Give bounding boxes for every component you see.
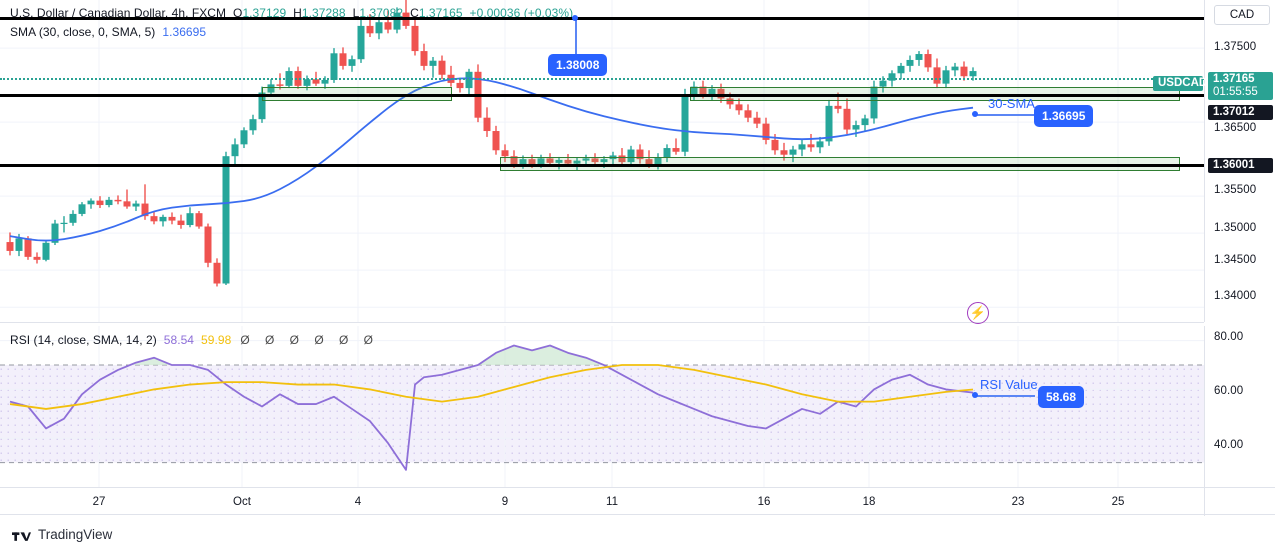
- price-chart-canvas[interactable]: [0, 0, 1204, 322]
- price-axis[interactable]: CAD 1.37500 1.37165 01:55:55 1.37012 1.3…: [1204, 0, 1275, 322]
- current-price-pill[interactable]: 1.37165 01:55:55: [1208, 72, 1273, 100]
- top-bubble-anchor-dot: [572, 15, 578, 21]
- rsi-sma-legend-value: 59.98: [201, 333, 232, 347]
- support-price-pill[interactable]: 1.36001: [1208, 158, 1273, 173]
- rsi-chart-canvas[interactable]: [0, 326, 1204, 487]
- rsi-tick: 40.00: [1214, 439, 1244, 451]
- sma-anchor-dot: [972, 111, 978, 117]
- ohlc-h-value: 1.37288: [301, 6, 346, 20]
- price-pane[interactable]: [0, 0, 1204, 322]
- countdown-timer: 01:55:55: [1213, 86, 1258, 98]
- time-axis[interactable]: 27 Oct 4 9 11 16 18 23 25: [0, 487, 1275, 516]
- sma-tag-label[interactable]: 30-SMA: [988, 96, 1035, 111]
- ohlc-c-label: C: [410, 6, 419, 20]
- rsi-legend-title: RSI (14, close, SMA, 14, 2): [10, 333, 157, 347]
- rsi-anchor-dot: [972, 392, 978, 398]
- price-tick: 1.34500: [1214, 254, 1257, 266]
- level-line-1-36001[interactable]: [0, 164, 1204, 167]
- time-tick: 16: [757, 496, 771, 508]
- rsi-indicator-legend[interactable]: RSI (14, close, SMA, 14, 2) 58.54 59.98 Ø Ø…: [10, 333, 379, 347]
- ohlc-o-value: 1.37129: [242, 6, 287, 20]
- level-line-1-37012[interactable]: [0, 94, 1204, 97]
- time-tick: 27: [92, 496, 106, 508]
- price-tick: 1.36500: [1214, 122, 1257, 134]
- time-tick: 25: [1111, 496, 1125, 508]
- rsi-tick: 80.00: [1214, 331, 1244, 343]
- price-tick: 1.34000: [1214, 290, 1257, 302]
- current-price-dotted-line: [0, 78, 1204, 80]
- top-price-bubble[interactable]: 1.38008: [548, 54, 608, 76]
- sma-value-bubble[interactable]: 1.36695: [1034, 105, 1094, 127]
- null-markers-icon: Ø Ø Ø Ø Ø Ø: [240, 333, 379, 347]
- pane-divider: [0, 322, 1204, 323]
- symbol-legend[interactable]: U.S. Dollar / Canadian Dollar, 4h, FXCM O…: [10, 6, 573, 20]
- sma-legend-value: 1.36695: [162, 25, 207, 39]
- price-tick: 1.35500: [1214, 184, 1257, 196]
- time-tick: 9: [501, 496, 509, 508]
- tradingview-brand-name: TradingView: [38, 527, 113, 542]
- price-change: +0.00036 (+0.03%): [469, 6, 574, 20]
- ohlc-l-value: 1.37082: [359, 6, 404, 20]
- tradingview-logo-icon: [12, 532, 31, 541]
- rsi-pane[interactable]: [0, 326, 1204, 487]
- top-bubble-connector: [575, 18, 577, 56]
- sma-indicator-legend[interactable]: SMA (30, close, 0, SMA, 5) 1.36695: [10, 25, 206, 39]
- sma-legend-title: SMA (30, close, 0, SMA, 5): [10, 25, 156, 39]
- current-price-value: 1.37165: [1213, 73, 1255, 85]
- level-line-1-38008[interactable]: [0, 17, 1204, 20]
- time-tick: 4: [354, 496, 362, 508]
- symbol-price-badge[interactable]: USDCAD: [1153, 76, 1207, 91]
- rsi-value-bubble[interactable]: 58.68: [1038, 386, 1085, 408]
- rsi-axis[interactable]: 80.00 60.00 40.00: [1204, 326, 1275, 487]
- time-tick: 23: [1011, 496, 1025, 508]
- ohlc-h-label: H: [293, 6, 302, 20]
- marker-price-pill[interactable]: 1.37012: [1208, 105, 1273, 120]
- price-tick: 1.35000: [1214, 222, 1257, 234]
- rsi-legend-value: 58.54: [163, 333, 195, 347]
- price-tick: 1.37500: [1214, 41, 1257, 53]
- time-tick: 11: [606, 496, 618, 508]
- ohlc-l-label: L: [352, 6, 360, 20]
- lightning-bolt-icon[interactable]: ⚡: [967, 302, 989, 324]
- symbol-title: U.S. Dollar / Canadian Dollar, 4h, FXCM: [10, 6, 227, 20]
- rsi-tick: 60.00: [1214, 385, 1244, 397]
- time-tick: Oct: [233, 496, 251, 508]
- currency-badge[interactable]: CAD: [1214, 5, 1270, 25]
- axis-corner-divider: [1204, 488, 1205, 516]
- ohlc-o-label: O: [233, 6, 243, 20]
- tradingview-branding[interactable]: TradingView: [12, 527, 112, 542]
- rsi-tag-label[interactable]: RSI Value: [980, 377, 1038, 392]
- sma-bubble-connector: [975, 114, 1035, 116]
- rsi-bubble-connector: [975, 395, 1035, 397]
- ohlc-c-value: 1.37165: [418, 6, 463, 20]
- time-tick: 18: [862, 496, 876, 508]
